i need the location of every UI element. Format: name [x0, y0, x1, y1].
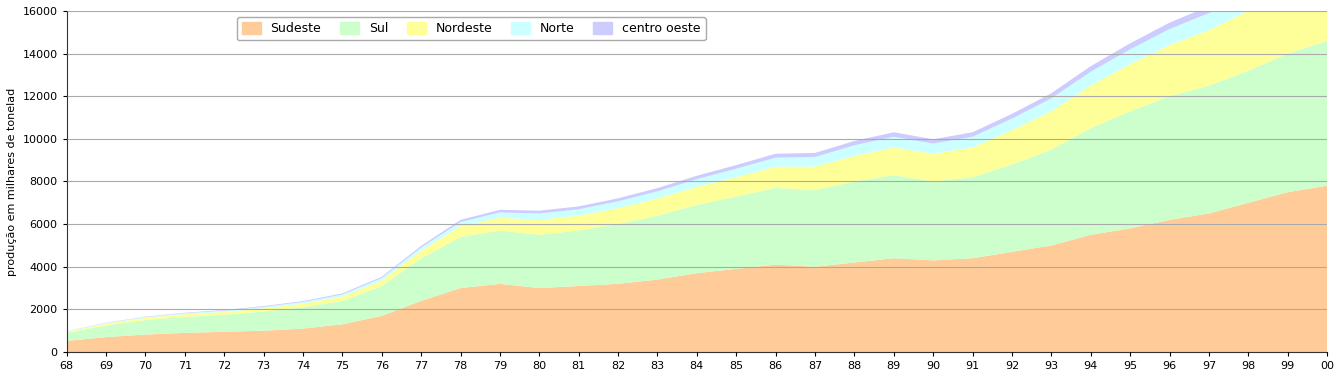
Legend: Sudeste, Sul, Nordeste, Norte, centro oeste: Sudeste, Sul, Nordeste, Norte, centro oe… — [237, 17, 705, 40]
Y-axis label: produção em milhares de tonelad: produção em milhares de tonelad — [7, 87, 17, 276]
